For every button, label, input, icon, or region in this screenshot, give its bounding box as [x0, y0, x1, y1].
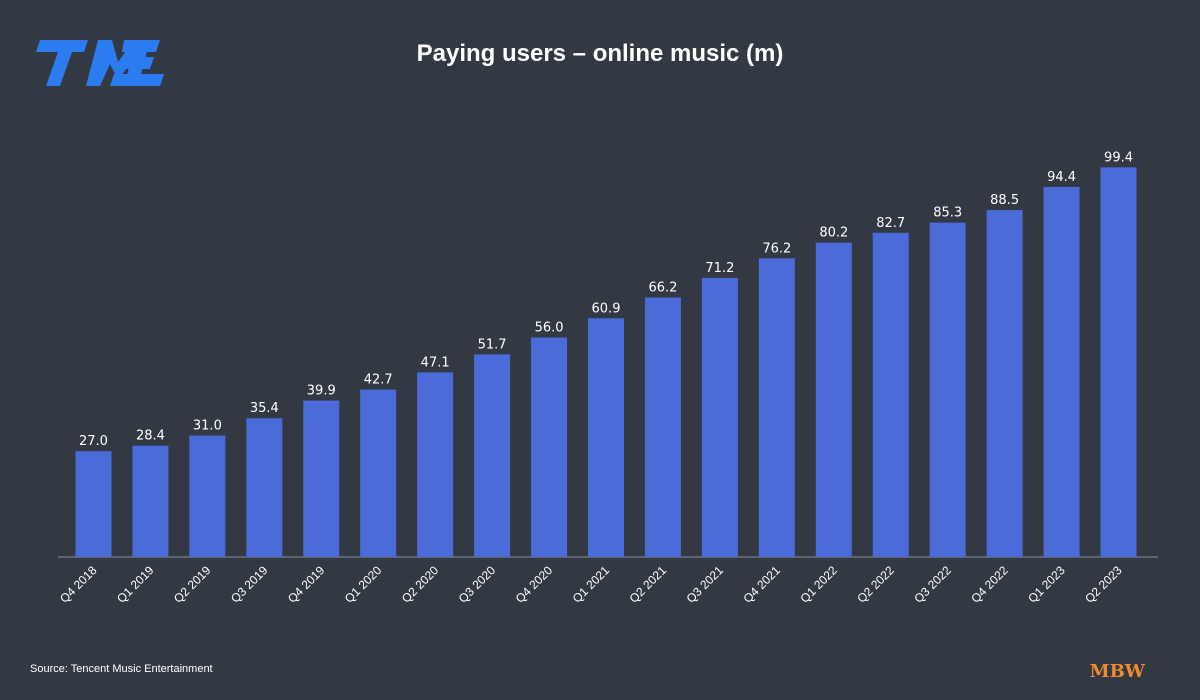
value-label: 39.9	[307, 384, 336, 399]
bar	[929, 222, 966, 557]
value-label: 85.3	[933, 206, 962, 221]
x-tick-label: Q4 2020	[513, 563, 556, 606]
x-tick-label: Q3 2022	[911, 563, 954, 606]
value-label: 82.7	[876, 216, 905, 231]
bar	[1043, 186, 1080, 557]
x-tick-label: Q1 2021	[570, 563, 613, 606]
bar	[872, 232, 909, 558]
x-tick-label: Q3 2021	[684, 563, 727, 606]
bar	[360, 389, 397, 557]
bar	[701, 277, 738, 557]
x-tick-label: Q3 2020	[456, 563, 499, 606]
chart-title: Paying users – online music (m)	[417, 40, 784, 67]
x-tick-label: Q4 2019	[285, 563, 328, 606]
bar	[303, 400, 340, 557]
x-tick-label: Q2 2023	[1082, 563, 1125, 606]
value-label: 99.4	[1104, 150, 1133, 165]
value-label: 60.9	[592, 301, 621, 316]
x-tick-label: Q3 2019	[228, 563, 271, 606]
value-label: 94.4	[1047, 170, 1076, 185]
value-label: 35.4	[250, 401, 279, 416]
bar	[758, 258, 795, 557]
value-label: 51.7	[478, 337, 507, 352]
x-tick-label: Q4 2022	[968, 563, 1011, 606]
x-tick-label: Q4 2018	[57, 563, 100, 606]
bar	[1100, 167, 1137, 558]
bar	[588, 318, 624, 557]
x-tick-label: Q1 2019	[114, 563, 157, 606]
tme-logo	[36, 40, 164, 86]
x-tick-label: Q1 2020	[342, 563, 385, 606]
value-label: 56.0	[535, 320, 564, 335]
value-label: 80.2	[819, 226, 848, 241]
value-label: 28.4	[136, 429, 165, 444]
bar	[986, 210, 1023, 557]
bar	[644, 297, 681, 557]
value-label: 66.2	[648, 280, 677, 295]
value-label: 27.0	[79, 434, 108, 449]
brand: MBW	[1090, 661, 1146, 682]
value-label: 88.5	[990, 193, 1019, 208]
bar	[246, 418, 283, 557]
x-tick-label: Q2 2021	[627, 563, 670, 606]
x-tick-label: Q2 2019	[171, 563, 214, 606]
value-label: 76.2	[762, 241, 791, 256]
source: Source: Tencent Music Entertainment	[30, 663, 213, 675]
x-tick-label: Q1 2023	[1025, 563, 1068, 606]
value-label: 31.0	[193, 418, 222, 433]
bar	[132, 445, 169, 557]
bar	[75, 451, 112, 557]
bar	[474, 354, 511, 557]
value-label: 71.2	[705, 261, 734, 276]
value-label: 42.7	[364, 373, 393, 388]
bar	[531, 337, 568, 557]
bar	[417, 372, 454, 557]
x-tick-label: Q4 2021	[741, 563, 784, 606]
bar	[189, 435, 226, 557]
x-tick-label: Q2 2022	[854, 563, 897, 606]
bar	[815, 242, 852, 557]
x-tick-label: Q1 2022	[797, 563, 840, 606]
value-label: 47.1	[421, 355, 450, 370]
x-tick-label: Q2 2020	[399, 563, 442, 606]
